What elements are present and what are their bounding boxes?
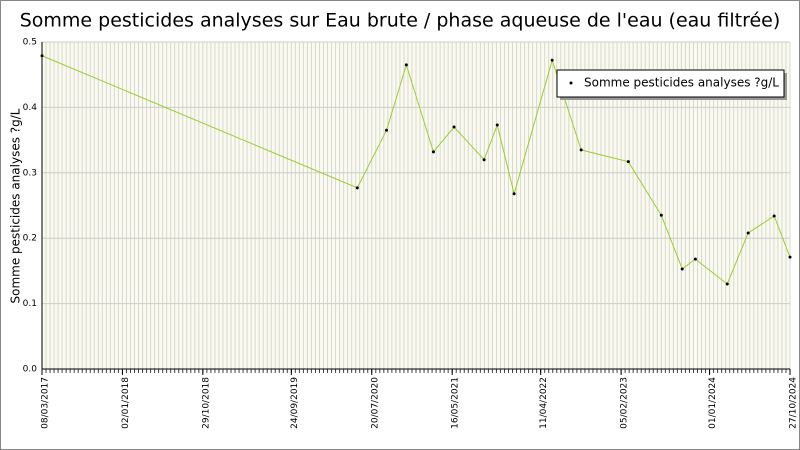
data-point (431, 150, 435, 154)
data-point (680, 267, 684, 271)
data-point (495, 123, 499, 127)
data-point (772, 214, 776, 218)
data-point (626, 160, 630, 164)
data-point (385, 128, 389, 132)
data-point (693, 257, 697, 261)
x-tick-label: 02/01/2018 (121, 377, 131, 429)
data-point (746, 231, 750, 235)
x-tick-label: 29/10/2018 (201, 377, 211, 429)
x-tick-label: 27/10/2024 (789, 377, 799, 429)
legend-label: Somme pesticides analyses ?g/L (584, 76, 779, 90)
chart-title: Somme pesticides analyses sur Eau brute … (20, 10, 781, 32)
x-tick-label: 24/09/2019 (290, 377, 300, 429)
data-point (725, 282, 729, 286)
data-point (482, 158, 486, 162)
data-point (40, 54, 44, 58)
legend-box (556, 69, 785, 98)
data-point (579, 148, 583, 152)
y-axis-label: Somme pesticides analyses ?g/L (9, 108, 23, 303)
y-tick-label: 0.4 (23, 103, 38, 113)
y-tick-label: 0.2 (23, 234, 37, 244)
data-point (404, 63, 408, 67)
data-point (550, 58, 554, 62)
x-tick-label: 08/03/2017 (41, 377, 51, 429)
y-tick-label: 0.3 (23, 168, 37, 178)
x-tick-label: 05/02/2023 (620, 377, 630, 429)
y-tick-label: 0.5 (23, 38, 37, 48)
y-tick-label: 0.1 (23, 299, 37, 309)
data-point (512, 192, 516, 196)
data-point (452, 125, 456, 129)
data-point (788, 255, 792, 259)
x-tick-label: 16/05/2021 (451, 377, 461, 429)
x-tick-label: 11/04/2022 (539, 377, 549, 429)
x-tick-label: 20/07/2020 (370, 377, 380, 429)
y-tick-label: 0.0 (23, 365, 38, 375)
x-tick-label: 01/01/2024 (708, 377, 718, 429)
legend-marker (569, 81, 573, 85)
data-point (355, 186, 359, 190)
data-point (659, 213, 663, 217)
